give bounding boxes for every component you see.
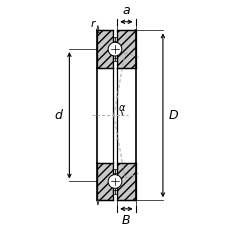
Polygon shape [96, 25, 99, 30]
Bar [96, 68, 112, 163]
Bar [117, 68, 135, 163]
Bar [96, 30, 112, 68]
Text: a: a [122, 4, 130, 17]
Bar [96, 163, 112, 200]
Bar [115, 37, 117, 61]
Bar [112, 169, 114, 194]
Text: d: d [55, 109, 62, 122]
Bar [112, 37, 114, 61]
Polygon shape [96, 200, 99, 205]
Text: α: α [118, 103, 125, 112]
Bar [117, 30, 135, 68]
Bar [96, 163, 112, 200]
Circle shape [108, 175, 121, 188]
Bar [112, 163, 117, 200]
Text: D: D [168, 109, 177, 122]
Bar [117, 30, 135, 68]
Bar [117, 163, 135, 200]
Bar [117, 163, 135, 200]
Text: B: B [122, 214, 130, 227]
Circle shape [108, 42, 121, 56]
Bar [96, 30, 112, 68]
Text: r: r [91, 19, 95, 29]
Bar [115, 169, 117, 194]
Bar [112, 30, 117, 68]
